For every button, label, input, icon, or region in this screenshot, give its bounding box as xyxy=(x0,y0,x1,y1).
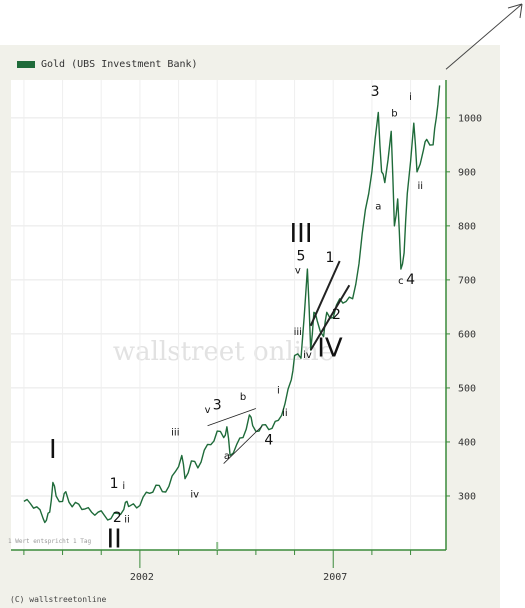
projection-arrow-head xyxy=(507,3,523,19)
y-tick-label: 300 xyxy=(458,491,476,502)
y-tick-label: 1000 xyxy=(458,113,482,124)
y-tick-label: 500 xyxy=(458,383,476,394)
wave-label: ii xyxy=(124,514,130,525)
note-text: 1 Wert entspricht 1 Tag xyxy=(8,538,92,545)
credit-text: (C) wallstreetonline xyxy=(10,595,107,604)
wave-label: 4 xyxy=(406,272,415,288)
y-tick-label: 600 xyxy=(458,329,476,340)
wave-label: 2 xyxy=(113,510,122,526)
wave-label: i xyxy=(409,92,412,103)
wave-label: b xyxy=(391,109,397,120)
wave-label: iv xyxy=(303,350,312,361)
trend-line xyxy=(223,425,263,464)
legend-label: Gold (UBS Investment Bank) xyxy=(41,59,198,70)
wave-label: c xyxy=(398,276,404,287)
wave-label: ii xyxy=(282,408,288,419)
wave-label: 3 xyxy=(371,84,380,100)
wave-label: iii xyxy=(171,427,179,438)
wave-label: i xyxy=(122,481,125,492)
legend-swatch xyxy=(17,61,35,68)
wave-label: I xyxy=(49,435,57,465)
wave-label: 5 xyxy=(297,248,306,264)
wave-label: v xyxy=(295,265,301,276)
wave-label: i xyxy=(277,385,280,396)
wave-label: a xyxy=(375,202,381,213)
wave-label: ii xyxy=(417,181,423,192)
wave-label: iv xyxy=(190,490,199,501)
y-tick-label: 800 xyxy=(458,221,476,232)
wave-label: 3 xyxy=(213,398,222,414)
wave-label: a xyxy=(224,451,230,462)
y-tick-label: 700 xyxy=(458,275,476,286)
wave-label: 4 xyxy=(264,433,273,449)
y-tick-label: 900 xyxy=(458,167,476,178)
wave-label: III xyxy=(289,219,312,249)
wave-label: 2 xyxy=(332,307,341,323)
watermark-text: wallstreet online xyxy=(113,337,334,367)
wave-label: II xyxy=(106,524,121,554)
projection-arrow-shaft xyxy=(445,3,523,70)
y-tick-label: 400 xyxy=(458,437,476,448)
wave-label: v xyxy=(205,405,211,416)
trend-line xyxy=(207,408,257,427)
wave-label: iii xyxy=(294,327,302,338)
x-tick-label: 2002 xyxy=(130,572,154,583)
legend: Gold (UBS Investment Bank) xyxy=(17,59,198,70)
series-line xyxy=(23,85,441,524)
trend-line xyxy=(309,284,351,351)
wave-label: b xyxy=(240,392,246,403)
wave-label: IV xyxy=(317,334,343,364)
wave-label: 1 xyxy=(326,250,335,266)
wave-label: 1 xyxy=(110,476,119,492)
x-tick-label: 2007 xyxy=(323,572,347,583)
trend-line xyxy=(309,260,341,327)
